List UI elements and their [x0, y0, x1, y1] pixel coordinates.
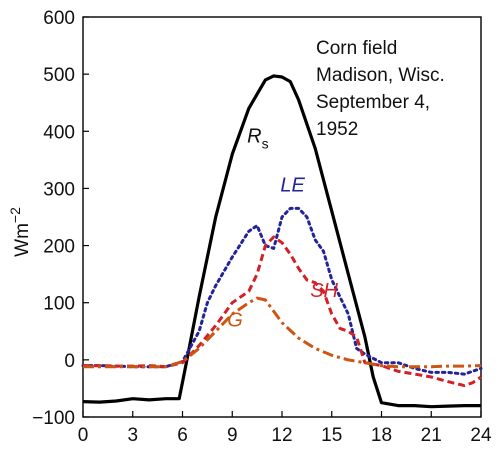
annotation-line: September 4, — [316, 92, 430, 113]
x-tick-label: 18 — [371, 425, 392, 446]
y-tick-label: 400 — [43, 122, 75, 143]
annotation-line: Corn field — [316, 38, 397, 59]
y-tick-label: 0 — [64, 351, 75, 372]
series-line-g — [83, 296, 482, 369]
series-label-g: G — [227, 310, 243, 332]
y-tick-label: −100 — [32, 408, 75, 429]
annotation-line: 1952 — [316, 119, 358, 140]
x-tick-label: 21 — [421, 425, 442, 446]
y-tick-label: 500 — [43, 65, 75, 86]
x-tick-label: 0 — [78, 425, 89, 446]
x-tick-label: 12 — [271, 425, 292, 446]
x-tick-label: 3 — [127, 425, 138, 446]
y-tick-label: 600 — [43, 8, 75, 29]
x-tick-label: 24 — [470, 425, 492, 446]
x-tick-label: 15 — [321, 425, 342, 446]
chart-annotation: Corn field Madison, Wisc. September 4, 1952 — [316, 38, 445, 140]
series-line-le — [81, 206, 483, 376]
series-label-rs: Rs — [247, 126, 268, 152]
y-tick-label: 100 — [43, 294, 75, 315]
y-axis-label: Wm−2 — [7, 207, 33, 257]
y-tick-label: 300 — [43, 179, 75, 200]
annotation-line: Madison, Wisc. — [316, 65, 445, 86]
series-label-le: LE — [280, 174, 305, 196]
series-line-rs — [82, 74, 481, 409]
series-line-sh — [83, 235, 482, 388]
series-label-sh: SH — [310, 280, 338, 302]
x-tick-label: 6 — [177, 425, 188, 446]
x-tick-label: 9 — [227, 425, 238, 446]
y-tick-label: 200 — [43, 237, 75, 258]
